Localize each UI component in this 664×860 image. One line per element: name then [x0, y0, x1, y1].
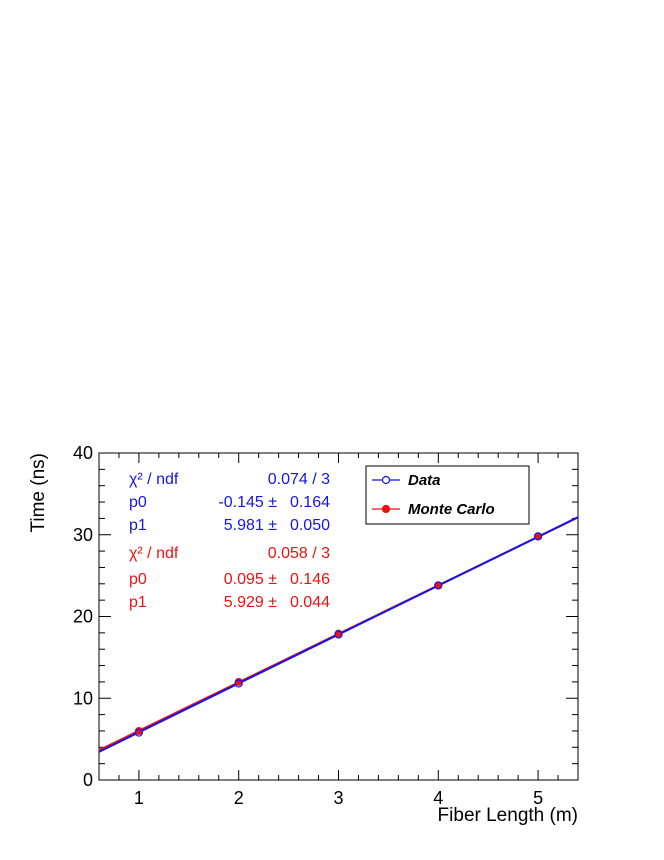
stat-label: p0	[129, 571, 147, 588]
x-tick-label: 4	[433, 788, 443, 808]
y-tick-label: 30	[73, 525, 93, 545]
x-tick-label: 2	[234, 788, 244, 808]
legend-label: Monte Carlo	[408, 501, 495, 518]
legend-marker	[381, 504, 391, 514]
axis-ticks	[98, 452, 579, 781]
legend-marker	[381, 475, 391, 485]
x-tick-label: 3	[333, 788, 343, 808]
y-axis-title: Time (ns)	[28, 453, 49, 533]
stat-value: -0.145 ±	[218, 494, 277, 511]
stat-value: 0.058 / 3	[268, 545, 330, 562]
stat-label: χ² / ndf	[129, 545, 179, 562]
data-point	[334, 630, 343, 639]
stat-error: 0.164	[290, 494, 330, 511]
stat-error: 0.044	[290, 594, 330, 611]
stat-value: 0.074 / 3	[268, 471, 330, 488]
x-tick-label: 5	[533, 788, 543, 808]
stat-value: 5.981 ±	[224, 517, 277, 534]
y-tick-label: 20	[73, 607, 93, 627]
data-point	[134, 728, 144, 737]
stat-label: p1	[129, 517, 147, 534]
stat-label: p1	[129, 594, 147, 611]
y-tick-label: 40	[73, 443, 93, 463]
stat-label: χ² / ndf	[129, 471, 179, 488]
data-markers	[134, 532, 543, 737]
stat-label: p0	[129, 494, 147, 511]
stat-error: 0.146	[290, 571, 330, 588]
legend-label: Data	[408, 472, 441, 489]
stat-value: 5.929 ±	[224, 594, 277, 611]
data-point	[533, 532, 543, 541]
stat-value: 0.095 ±	[224, 571, 277, 588]
legend-box	[365, 465, 530, 525]
x-tick-label: 1	[134, 788, 144, 808]
fit-stats-box: χ² / ndf 0.074 / 3 p0 -0.145 ± 0.164 p1 5.981 …	[129, 471, 330, 611]
tick-labels: 1 2 3 4 5 0 10 20 30 40	[73, 443, 543, 808]
legend: Data Monte Carlo	[365, 465, 530, 525]
y-tick-label: 10	[73, 688, 93, 708]
data-point	[234, 679, 243, 688]
y-tick-label: 0	[83, 770, 93, 790]
x-axis-title: Fiber Length (m)	[438, 805, 578, 826]
data-point	[434, 581, 443, 590]
stat-error: 0.050	[290, 517, 330, 534]
